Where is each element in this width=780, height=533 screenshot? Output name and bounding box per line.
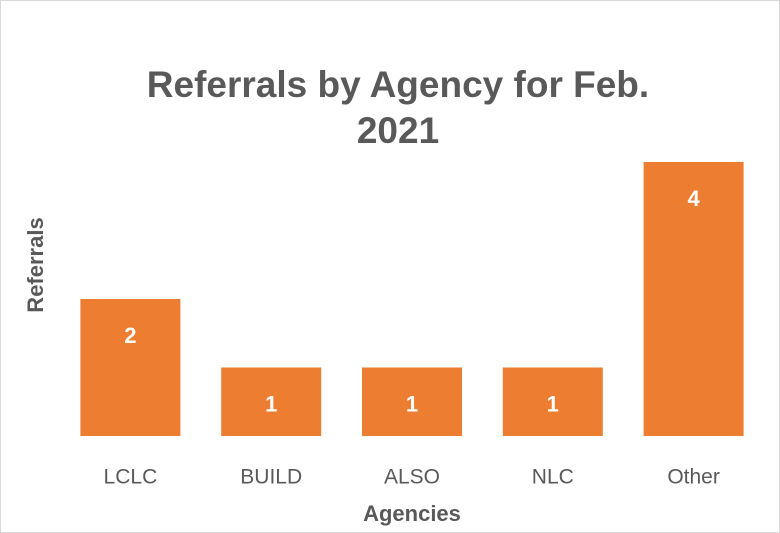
y-axis-label: Referrals	[23, 217, 48, 312]
x-tick-label: ALSO	[384, 466, 440, 489]
data-label: 1	[265, 391, 277, 416]
x-tick-label: NLC	[532, 466, 574, 489]
bar	[362, 367, 462, 436]
data-label: 2	[124, 323, 136, 348]
x-tick-label: LCLC	[104, 466, 158, 489]
data-label: 1	[406, 391, 418, 416]
chart-title: Referrals by Agency for Feb. 2021	[146, 64, 650, 151]
x-axis-label: Agencies	[363, 501, 461, 526]
data-label: 4	[687, 186, 700, 211]
x-tick-label: Other	[667, 466, 720, 489]
bar	[221, 367, 322, 436]
x-tick-label: BUILD	[240, 466, 302, 489]
bar	[80, 299, 181, 436]
bar	[502, 367, 603, 436]
data-label: 1	[547, 391, 559, 416]
bar	[643, 162, 744, 436]
